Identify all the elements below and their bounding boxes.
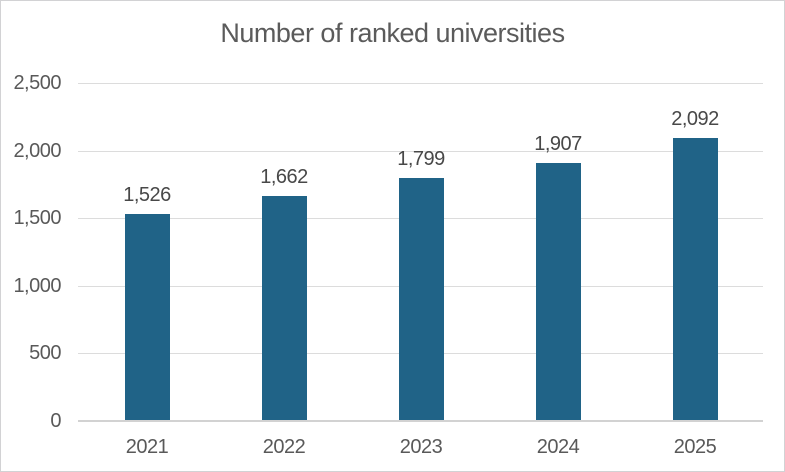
- x-axis-tick-label-2022: 2022: [262, 436, 306, 458]
- y-axis-tick-label: 500: [29, 342, 61, 364]
- gridline: [78, 150, 763, 152]
- bar-value-label-2025: 2,092: [671, 108, 719, 131]
- bar-value-label-2022: 1,662: [260, 166, 308, 189]
- x-axis-tick-label-2024: 2024: [536, 436, 580, 458]
- y-axis-tick-label: 2,000: [13, 139, 61, 162]
- bar-value-label-2021: 1,526: [123, 184, 171, 207]
- y-axis-tick-label: 0: [50, 409, 61, 432]
- chart-title: Number of ranked universities: [220, 18, 565, 48]
- y-axis-tick-label: 1,000: [13, 274, 61, 297]
- bar-value-label-2024: 1,907: [534, 133, 582, 156]
- bar-2021: [124, 214, 170, 421]
- bar-2024: [535, 163, 581, 421]
- y-axis-tick-label: 2,500: [13, 72, 61, 94]
- bar-value-label-2023: 1,799: [397, 147, 445, 170]
- x-axis-tick-label-2023: 2023: [399, 436, 443, 458]
- bar-2023: [398, 177, 444, 421]
- x-axis-tick-label-2025: 2025: [673, 436, 717, 458]
- bar-2025: [672, 138, 718, 421]
- x-axis-line: [78, 419, 763, 422]
- gridline: [78, 83, 763, 84]
- x-axis-tick-label-2021: 2021: [125, 436, 169, 458]
- y-axis-tick-label: 1,500: [13, 207, 61, 229]
- bar-2022: [261, 196, 307, 421]
